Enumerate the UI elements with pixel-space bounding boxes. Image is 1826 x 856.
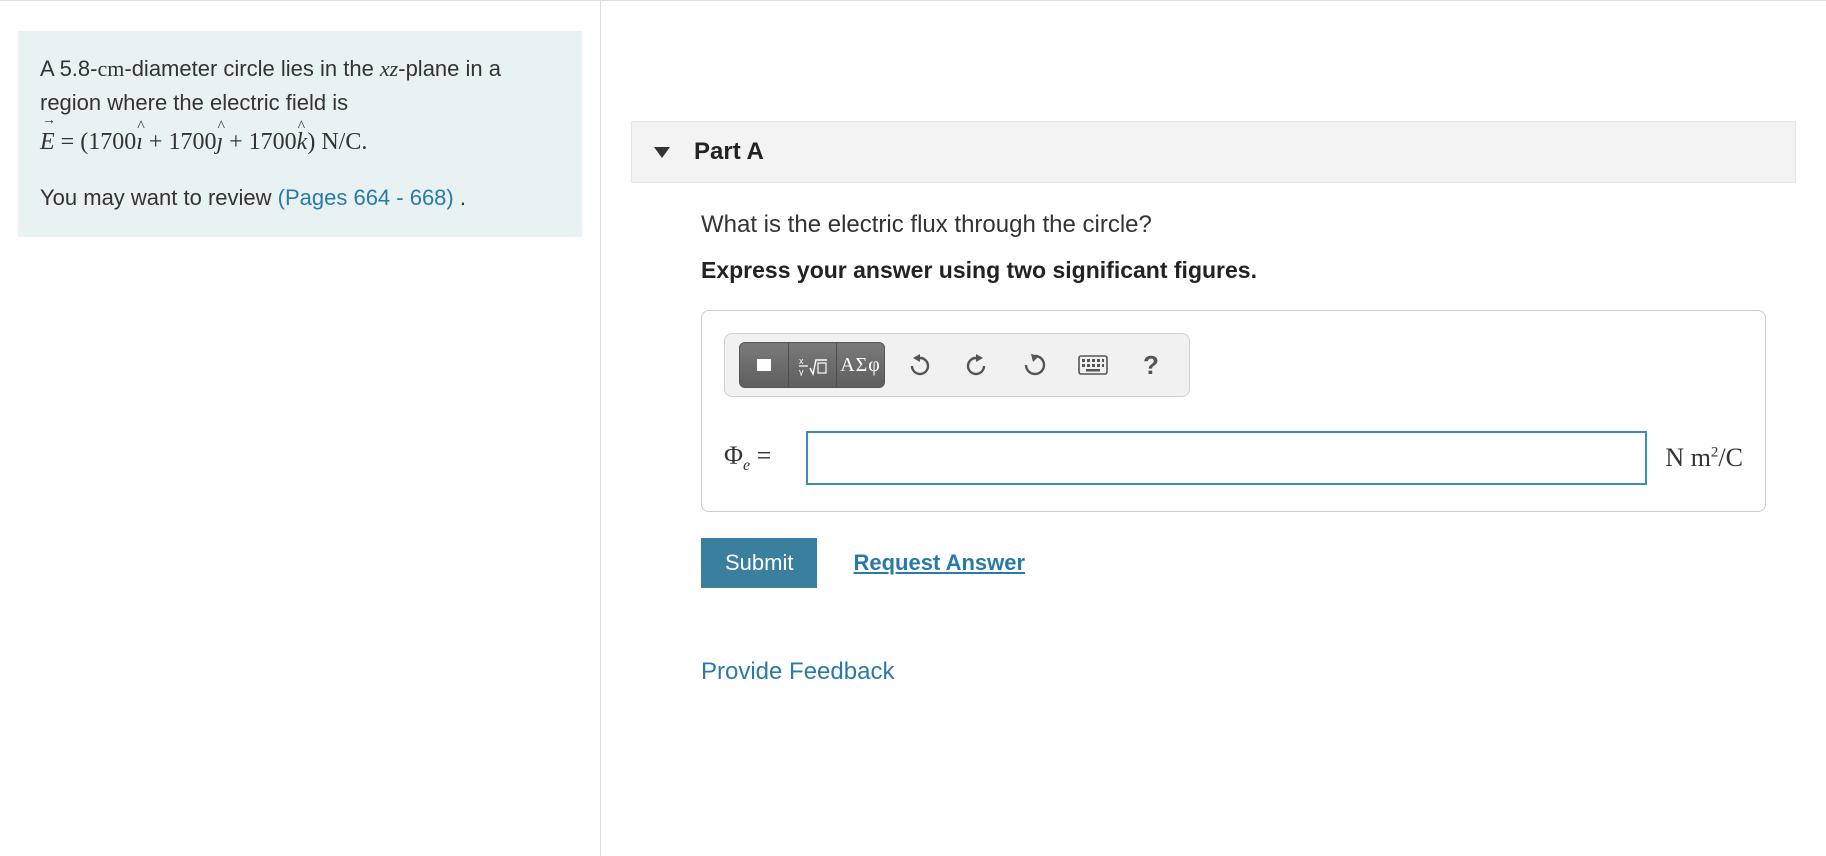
review-prefix: You may want to review — [40, 185, 278, 210]
problem-statement: A 5.8-cm-diameter circle lies in the xz-… — [18, 31, 582, 237]
answer-box: x y ΑΣφ — [701, 310, 1766, 512]
part-header[interactable]: Part A — [631, 121, 1796, 183]
redo-button[interactable] — [953, 343, 1001, 387]
problem-line-1: A 5.8-cm-diameter circle lies in the xz-… — [40, 53, 560, 85]
greek-symbols-button[interactable]: ΑΣφ — [836, 343, 884, 387]
units-label: N m2/C — [1665, 443, 1743, 473]
problem-equation: E = (1700ı + 1700ȷ + 1700k) N/C. — [40, 125, 560, 160]
toolbar-template-group: x y ΑΣφ — [739, 342, 885, 388]
equation-toolbar: x y ΑΣφ — [724, 333, 1190, 397]
help-button[interactable]: ? — [1127, 343, 1175, 387]
review-pages-link[interactable]: (Pages 664 - 668) — [278, 185, 454, 210]
action-row: Submit Request Answer — [701, 538, 1766, 588]
review-hint: You may want to review (Pages 664 - 668)… — [40, 182, 560, 214]
part-title: Part A — [694, 138, 764, 166]
page: A 5.8-cm-diameter circle lies in the xz-… — [0, 0, 1826, 856]
right-pane: Part A What is the electric flux through… — [600, 1, 1826, 856]
feedback-row: Provide Feedback — [701, 658, 1766, 686]
question-text: What is the electric flux through the ci… — [701, 211, 1766, 239]
svg-text:x: x — [799, 356, 804, 366]
keyboard-button[interactable] — [1069, 343, 1117, 387]
svg-text:y: y — [799, 367, 804, 376]
instruction-text: Express your answer using two significan… — [701, 257, 1766, 284]
template-fraction-root-button[interactable]: x y — [788, 343, 836, 387]
left-pane: A 5.8-cm-diameter circle lies in the xz-… — [0, 1, 600, 856]
review-suffix: . — [454, 185, 466, 210]
template-rect-button[interactable] — [740, 343, 788, 387]
reset-button[interactable] — [1011, 343, 1059, 387]
submit-button[interactable]: Submit — [701, 538, 817, 588]
part-body: What is the electric flux through the ci… — [631, 183, 1796, 686]
variable-label: Φe = — [724, 441, 788, 475]
request-answer-link[interactable]: Request Answer — [853, 550, 1025, 576]
collapse-caret-icon — [654, 147, 670, 158]
answer-input[interactable] — [806, 431, 1647, 485]
answer-input-row: Φe = N m2/C — [724, 431, 1743, 485]
undo-button[interactable] — [895, 343, 943, 387]
provide-feedback-link[interactable]: Provide Feedback — [701, 658, 894, 685]
